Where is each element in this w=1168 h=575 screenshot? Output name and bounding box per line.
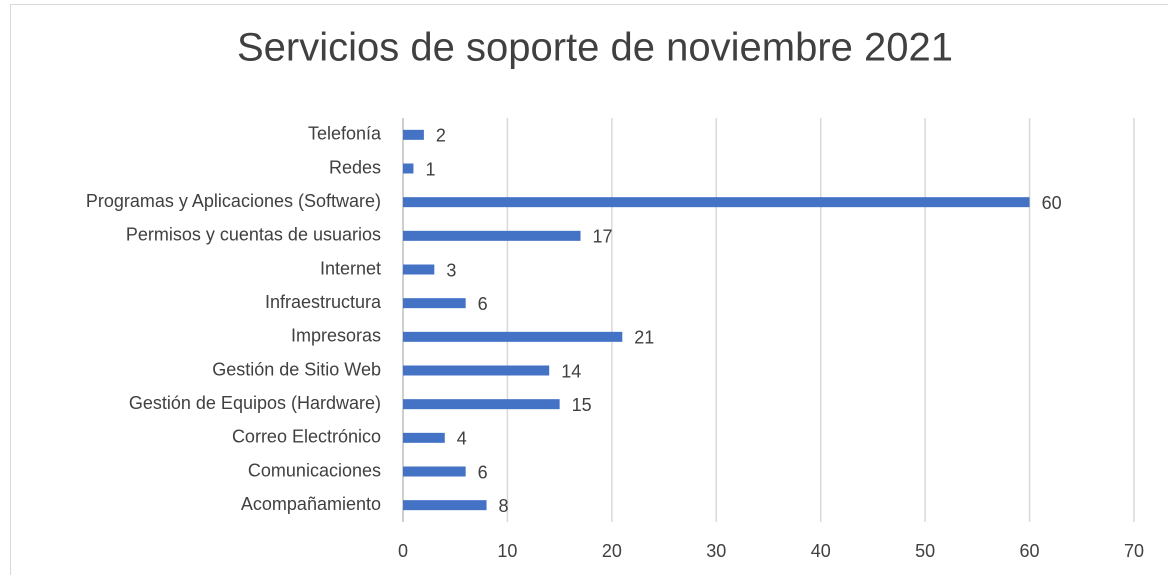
bar xyxy=(403,331,623,342)
data-label: 6 xyxy=(478,294,488,314)
y-tick-label: Impresoras xyxy=(291,326,381,346)
y-tick-label: Gestión de Sitio Web xyxy=(212,359,381,379)
bar xyxy=(403,129,424,140)
y-tick-label: Gestión de Equipos (Hardware) xyxy=(129,393,381,413)
x-tick-label: 60 xyxy=(1020,541,1040,561)
x-tick-label: 70 xyxy=(1124,541,1144,561)
bar xyxy=(403,230,581,241)
y-tick-label: Acompañamiento xyxy=(241,494,381,514)
y-tick-label: Redes xyxy=(329,157,381,177)
chart-title: Servicios de soporte de noviembre 2021 xyxy=(237,26,953,70)
data-label: 1 xyxy=(425,159,435,179)
y-tick-label: Comunicaciones xyxy=(248,460,381,480)
y-tick-label: Programas y Aplicaciones (Software) xyxy=(86,191,381,211)
bar xyxy=(403,466,466,477)
data-label: 6 xyxy=(478,462,488,482)
y-tick-label: Correo Electrónico xyxy=(232,427,381,447)
y-tick-label: Internet xyxy=(320,258,381,278)
bar xyxy=(403,365,550,376)
x-tick-label: 20 xyxy=(602,541,622,561)
data-label: 17 xyxy=(593,227,613,247)
data-label: 60 xyxy=(1042,193,1062,213)
y-tick-label: Permisos y cuentas de usuarios xyxy=(126,225,381,245)
data-label: 2 xyxy=(436,126,446,146)
bar xyxy=(403,264,435,275)
x-tick-label: 30 xyxy=(706,541,726,561)
bar xyxy=(403,399,560,410)
data-label: 21 xyxy=(634,328,654,348)
y-tick-label: Telefonía xyxy=(308,124,382,144)
data-label: 4 xyxy=(457,429,467,449)
bar xyxy=(403,163,414,174)
bar xyxy=(403,500,487,511)
data-label: 3 xyxy=(446,260,456,280)
data-label: 8 xyxy=(499,496,509,516)
chart-border xyxy=(10,4,1168,575)
x-tick-label: 50 xyxy=(915,541,935,561)
bar xyxy=(403,298,466,309)
data-label: 14 xyxy=(561,361,581,381)
data-label: 15 xyxy=(572,395,592,415)
bar xyxy=(403,432,445,443)
y-tick-label: Infraestructura xyxy=(265,292,382,312)
x-tick-label: 10 xyxy=(497,541,517,561)
x-tick-label: 40 xyxy=(811,541,831,561)
x-tick-label: 0 xyxy=(398,541,408,561)
bar xyxy=(403,197,1030,208)
